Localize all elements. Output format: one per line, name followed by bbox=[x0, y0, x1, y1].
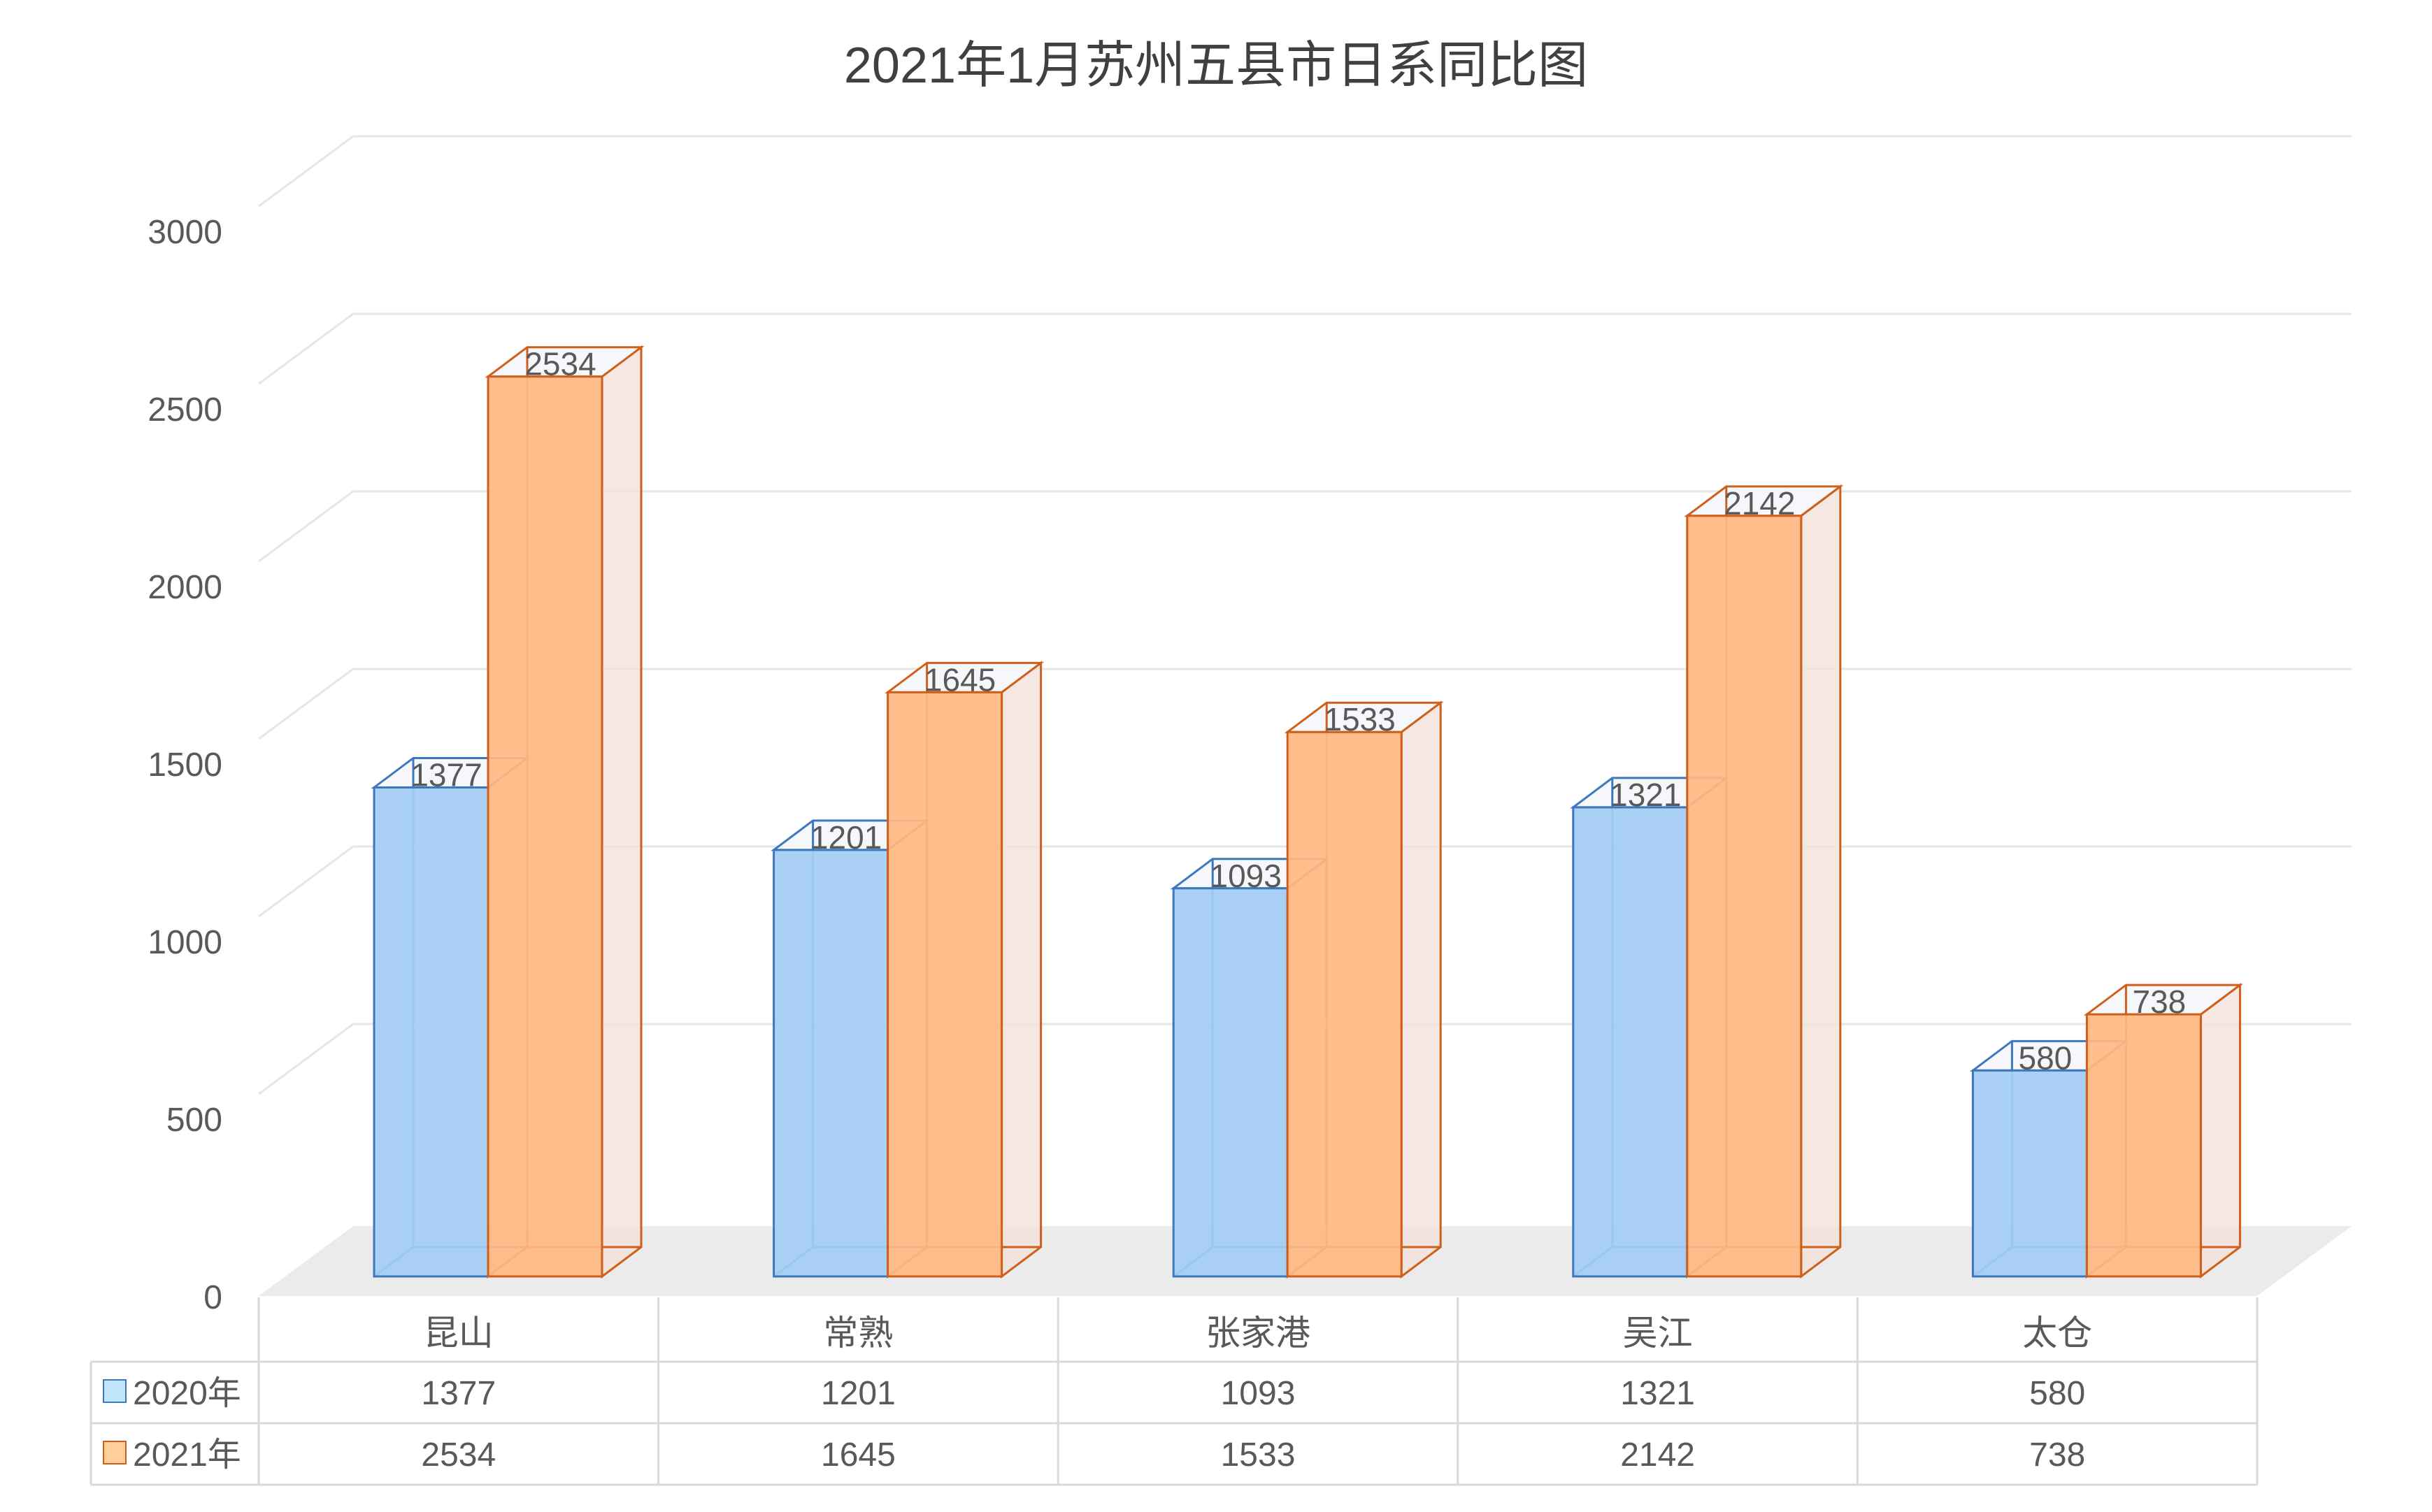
x-tick-label: 张家港 bbox=[1206, 1313, 1310, 1353]
chart-title: 2021年1月苏州五县市日系同比图 bbox=[844, 38, 1588, 94]
gridline-depth bbox=[258, 312, 354, 385]
bar-side bbox=[601, 345, 643, 1279]
y-tick-label: 1500 bbox=[148, 747, 222, 784]
bar-side bbox=[1001, 661, 1043, 1279]
bar-front bbox=[887, 691, 1003, 1278]
bar-front bbox=[373, 786, 489, 1278]
y-tick-label: 2500 bbox=[148, 391, 222, 429]
bar-front bbox=[773, 849, 889, 1278]
y-tick-label: 1000 bbox=[148, 924, 222, 961]
gridline-depth bbox=[258, 668, 354, 740]
data-label: 1645 bbox=[924, 661, 996, 698]
bar-front bbox=[1572, 806, 1689, 1278]
y-tick-label: 0 bbox=[203, 1279, 222, 1316]
data-table: 昆山 常熟 张家港 吴江 太仓 2020年 1377 1201 1093 1321 580 2021年… bbox=[90, 1297, 2259, 1486]
table-cell: 1377 bbox=[421, 1375, 496, 1412]
gridline-depth bbox=[258, 490, 354, 563]
data-label: 2142 bbox=[1724, 485, 1795, 521]
data-labels: 1377 2534 1201 1645 1093 1533 1321 2142 580 738 bbox=[410, 346, 2186, 1077]
data-label: 1201 bbox=[810, 819, 882, 856]
bar-side bbox=[2199, 983, 2241, 1279]
table-cell: 1533 bbox=[1221, 1437, 1296, 1474]
x-tick-label: 昆山 bbox=[424, 1313, 494, 1353]
y-tick-label: 2000 bbox=[148, 569, 222, 606]
table-cell: 2534 bbox=[421, 1437, 496, 1474]
bar-side bbox=[1400, 700, 1442, 1279]
bar-2021年-吴江 bbox=[1684, 484, 1844, 1279]
bar-front bbox=[1686, 514, 1803, 1278]
gridline-depth bbox=[258, 135, 354, 208]
table-cell: 1645 bbox=[821, 1437, 896, 1474]
table-cell: 1321 bbox=[1620, 1375, 1695, 1412]
table-cell: 1093 bbox=[1221, 1375, 1296, 1412]
y-axis-ticks: 0 500 1000 1500 2000 2500 3000 bbox=[148, 214, 222, 1316]
data-label: 1377 bbox=[410, 756, 482, 793]
table-cell: 1201 bbox=[821, 1375, 896, 1412]
x-tick-label: 太仓 bbox=[2022, 1313, 2092, 1353]
y-tick-label: 500 bbox=[166, 1102, 222, 1139]
data-label: 2534 bbox=[524, 346, 596, 382]
x-tick-label: 常熟 bbox=[823, 1313, 893, 1353]
data-label: 1533 bbox=[1324, 701, 1396, 737]
gridline-depth bbox=[258, 1023, 354, 1095]
legend-key bbox=[103, 1441, 127, 1464]
x-tick-label: 吴江 bbox=[1623, 1313, 1693, 1353]
data-label: 738 bbox=[2133, 984, 2187, 1020]
bar-2021年-昆山 bbox=[485, 345, 645, 1279]
bars bbox=[371, 345, 2243, 1279]
table-cell: 2142 bbox=[1620, 1437, 1695, 1474]
bar-front bbox=[1971, 1069, 2088, 1278]
bar-2021年-张家港 bbox=[1284, 700, 1444, 1279]
gridline-depth bbox=[258, 845, 354, 918]
legend-entry: 2020年 bbox=[133, 1375, 241, 1412]
bar-side bbox=[1800, 484, 1842, 1279]
data-label: 1093 bbox=[1210, 858, 1282, 894]
data-label: 580 bbox=[2019, 1039, 2073, 1076]
data-label: 1321 bbox=[1610, 777, 1681, 813]
bar-front bbox=[1172, 887, 1289, 1278]
bar-2021年-太仓 bbox=[2083, 983, 2243, 1279]
bar-2021年-常熟 bbox=[885, 661, 1045, 1279]
bar-front bbox=[487, 375, 603, 1278]
y-tick-label: 3000 bbox=[148, 214, 222, 251]
legend-entry: 2021年 bbox=[133, 1437, 241, 1474]
table-cell: 738 bbox=[2029, 1437, 2085, 1474]
table-cell: 580 bbox=[2029, 1375, 2085, 1412]
legend-key bbox=[103, 1379, 127, 1403]
bar-front bbox=[2085, 1013, 2202, 1278]
bar-front bbox=[1286, 730, 1403, 1278]
gridlines bbox=[258, 135, 2352, 1095]
